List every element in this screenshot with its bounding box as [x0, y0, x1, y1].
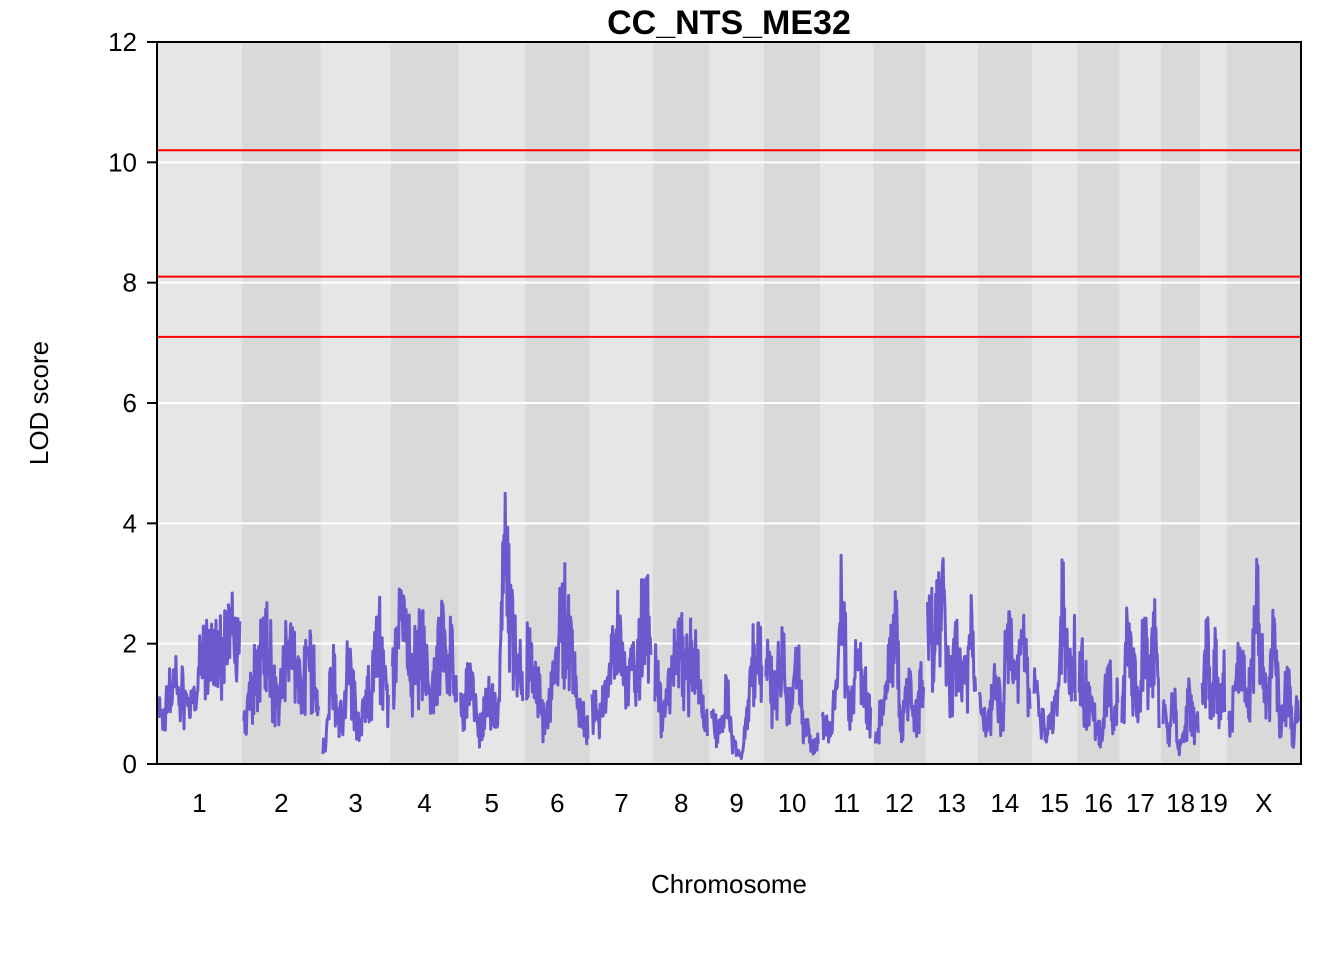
x-tick-label-19: 19	[1199, 788, 1228, 818]
y-tick-label: 2	[123, 629, 137, 659]
lod-line-chr-18	[1161, 677, 1200, 757]
x-tick-label-6: 6	[550, 788, 564, 818]
lod-line-chr-17	[1120, 598, 1161, 729]
lod-series	[157, 491, 1301, 761]
lod-line-chr-3	[321, 595, 390, 755]
lod-line-chr-8	[653, 611, 709, 739]
lod-line-chr-14	[978, 610, 1032, 738]
y-axis: 0 2 4 6 8 10 12	[108, 27, 157, 779]
x-tick-label-18: 18	[1166, 788, 1195, 818]
x-axis-label: Chromosome	[651, 869, 807, 899]
x-tick-label-13: 13	[937, 788, 966, 818]
lod-line-chr-11	[820, 553, 873, 744]
x-tick-label-16: 16	[1084, 788, 1113, 818]
x-tick-label-10: 10	[778, 788, 807, 818]
lod-line-chr-6	[525, 562, 590, 746]
lod-line-chr-4	[390, 587, 459, 718]
x-axis: 1 2 3 4 5 6 7 8 9 10 11 12 13 14 15 16 17 18 19 X	[192, 788, 1272, 818]
chart-title: CC_NTS_ME32	[607, 4, 851, 42]
x-tick-label-5: 5	[484, 788, 498, 818]
y-tick-label: 4	[123, 508, 137, 538]
lod-line-chr-9	[709, 621, 764, 761]
x-tick-label-11: 11	[833, 788, 860, 818]
x-tick-label-4: 4	[417, 788, 431, 818]
lod-line-chr-5	[459, 491, 525, 749]
lod-line-chr-7	[590, 574, 653, 740]
x-tick-label-7: 7	[614, 788, 628, 818]
y-axis-label: LOD score	[24, 341, 54, 465]
lod-line-chr-2	[242, 601, 321, 736]
threshold-lines	[157, 149, 1301, 338]
x-tick-label-14: 14	[990, 788, 1019, 818]
lod-line-chr-13	[926, 557, 978, 719]
x-tick-label-1: 1	[192, 788, 206, 818]
x-tick-label-15: 15	[1040, 788, 1069, 818]
lod-line-chr-12	[873, 590, 925, 745]
x-tick-label-9: 9	[729, 788, 743, 818]
x-tick-label-12: 12	[885, 788, 914, 818]
x-tick-label-X: X	[1255, 788, 1272, 818]
y-tick-label: 8	[123, 268, 137, 298]
y-tick-label: 6	[123, 388, 137, 418]
x-tick-label-2: 2	[274, 788, 288, 818]
x-tick-label-3: 3	[348, 788, 362, 818]
lod-line-chr-X	[1227, 557, 1301, 749]
x-tick-label-17: 17	[1126, 788, 1155, 818]
lod-line-chr-16	[1077, 637, 1120, 749]
x-tick-label-8: 8	[674, 788, 688, 818]
lod-line-chr-15	[1032, 558, 1077, 744]
y-tick-label: 12	[108, 27, 137, 57]
lod-line-chr-1	[157, 591, 242, 732]
lod-line-chr-10	[764, 626, 820, 756]
y-tick-label: 10	[108, 147, 137, 177]
y-tick-label: 0	[123, 749, 137, 779]
lod-line-chr-19	[1200, 616, 1227, 730]
